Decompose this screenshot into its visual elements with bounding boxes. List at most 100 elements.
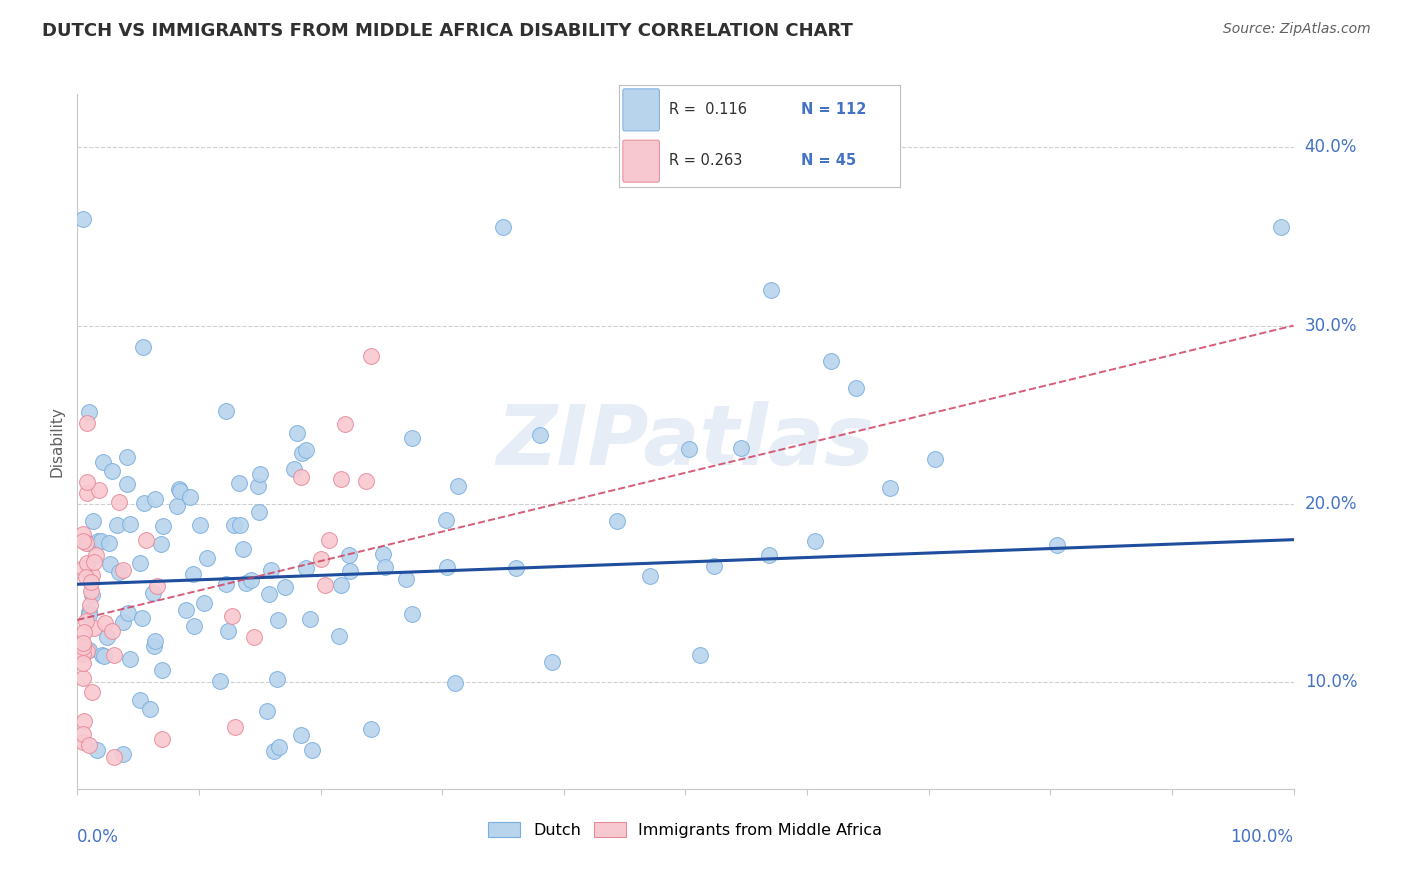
Dutch bbox=[82, 514, 104, 528]
Dutch bbox=[330, 578, 353, 592]
Dutch bbox=[443, 676, 465, 690]
Dutch bbox=[93, 648, 115, 663]
Dutch bbox=[80, 588, 103, 602]
Dutch bbox=[97, 535, 120, 549]
Immigrants from Middle Africa bbox=[360, 350, 382, 364]
Dutch bbox=[79, 608, 101, 623]
Dutch bbox=[360, 722, 382, 736]
Dutch bbox=[263, 744, 285, 758]
Dutch bbox=[86, 743, 108, 757]
Immigrants from Middle Africa bbox=[79, 583, 101, 598]
Dutch bbox=[117, 606, 139, 620]
Dutch bbox=[301, 743, 323, 757]
Dutch bbox=[98, 557, 121, 571]
Dutch bbox=[193, 596, 215, 610]
Immigrants from Middle Africa bbox=[72, 534, 94, 549]
Immigrants from Middle Africa bbox=[72, 526, 94, 541]
Dutch bbox=[274, 580, 297, 594]
Dutch bbox=[79, 405, 101, 419]
Dutch bbox=[1045, 538, 1067, 552]
Dutch bbox=[283, 462, 305, 476]
Dutch bbox=[395, 572, 418, 586]
Immigrants from Middle Africa bbox=[290, 470, 312, 484]
Immigrants from Middle Africa bbox=[86, 548, 108, 562]
Immigrants from Middle Africa bbox=[76, 475, 98, 489]
Dutch bbox=[246, 479, 269, 493]
Dutch bbox=[239, 573, 262, 587]
Dutch bbox=[132, 496, 155, 510]
Immigrants from Middle Africa bbox=[72, 727, 94, 741]
Dutch bbox=[924, 452, 946, 467]
Immigrants from Middle Africa bbox=[72, 656, 94, 670]
Immigrants from Middle Africa bbox=[243, 630, 266, 644]
Immigrants from Middle Africa bbox=[112, 564, 135, 578]
Immigrants from Middle Africa bbox=[73, 714, 96, 728]
Immigrants from Middle Africa bbox=[76, 556, 98, 570]
Dutch bbox=[689, 648, 711, 663]
Dutch bbox=[108, 565, 131, 579]
Dutch bbox=[142, 586, 165, 600]
Immigrants from Middle Africa bbox=[354, 474, 377, 488]
Dutch bbox=[373, 547, 395, 561]
Immigrants from Middle Africa bbox=[135, 533, 157, 548]
Dutch bbox=[295, 560, 318, 574]
Immigrants from Middle Africa bbox=[314, 578, 336, 592]
Dutch bbox=[267, 613, 290, 627]
Dutch bbox=[434, 513, 457, 527]
Dutch bbox=[143, 633, 166, 648]
Dutch bbox=[247, 506, 270, 520]
Immigrants from Middle Africa bbox=[79, 738, 101, 752]
Dutch bbox=[115, 477, 138, 491]
Dutch bbox=[183, 619, 205, 633]
Dutch bbox=[90, 648, 112, 662]
Text: ZIPatlas: ZIPatlas bbox=[496, 401, 875, 482]
Dutch bbox=[111, 747, 134, 761]
Dutch bbox=[166, 500, 188, 514]
Immigrants from Middle Africa bbox=[329, 472, 352, 486]
Dutch bbox=[169, 482, 191, 496]
Immigrants from Middle Africa bbox=[72, 625, 94, 640]
Dutch bbox=[224, 517, 246, 532]
Immigrants from Middle Africa bbox=[75, 536, 97, 550]
Dutch bbox=[152, 519, 174, 533]
Dutch bbox=[72, 211, 94, 226]
Dutch bbox=[90, 533, 112, 548]
Dutch bbox=[105, 517, 128, 532]
Dutch bbox=[150, 663, 173, 677]
Immigrants from Middle Africa bbox=[83, 621, 105, 635]
Immigrants from Middle Africa bbox=[309, 552, 332, 566]
Dutch bbox=[260, 563, 283, 577]
Dutch bbox=[492, 220, 515, 235]
Immigrants from Middle Africa bbox=[80, 684, 103, 698]
Dutch bbox=[174, 603, 197, 617]
Dutch bbox=[328, 629, 350, 643]
Text: 40.0%: 40.0% bbox=[1305, 138, 1357, 156]
Dutch bbox=[143, 639, 166, 653]
Text: 0.0%: 0.0% bbox=[77, 829, 120, 847]
Immigrants from Middle Africa bbox=[333, 417, 356, 431]
Dutch bbox=[117, 450, 139, 465]
Immigrants from Middle Africa bbox=[75, 614, 97, 628]
Dutch bbox=[758, 549, 780, 563]
Dutch bbox=[129, 693, 152, 707]
Immigrants from Middle Africa bbox=[72, 636, 94, 650]
Immigrants from Middle Africa bbox=[221, 608, 243, 623]
Dutch bbox=[678, 442, 700, 456]
Dutch bbox=[128, 556, 150, 570]
Immigrants from Middle Africa bbox=[79, 598, 101, 612]
Immigrants from Middle Africa bbox=[101, 624, 124, 639]
Dutch bbox=[79, 643, 101, 657]
Text: Source: ZipAtlas.com: Source: ZipAtlas.com bbox=[1223, 22, 1371, 37]
Dutch bbox=[703, 558, 725, 573]
Immigrants from Middle Africa bbox=[108, 495, 131, 509]
Dutch bbox=[529, 427, 551, 442]
Text: DUTCH VS IMMIGRANTS FROM MIDDLE AFRICA DISABILITY CORRELATION CHART: DUTCH VS IMMIGRANTS FROM MIDDLE AFRICA D… bbox=[42, 22, 853, 40]
Text: 100.0%: 100.0% bbox=[1230, 829, 1294, 847]
Dutch bbox=[447, 479, 470, 493]
Dutch bbox=[540, 656, 562, 670]
Dutch bbox=[730, 441, 752, 455]
Immigrants from Middle Africa bbox=[72, 640, 94, 654]
Dutch bbox=[120, 517, 142, 532]
Dutch bbox=[299, 612, 322, 626]
Dutch bbox=[91, 455, 114, 469]
